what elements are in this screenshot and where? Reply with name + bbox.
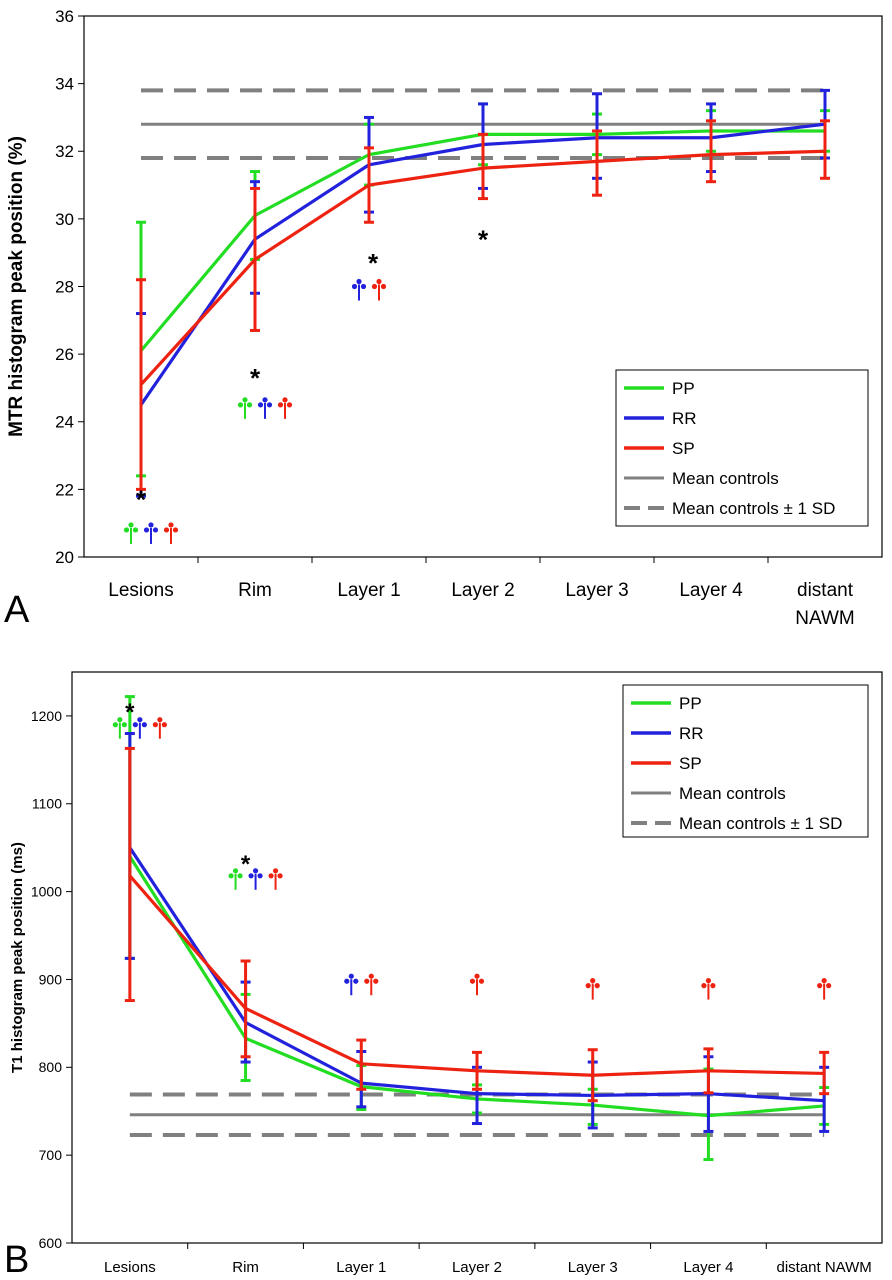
y-tick-label: 700 xyxy=(39,1147,63,1163)
significance-marker-SP xyxy=(469,973,485,996)
x-tick-label: Lesions xyxy=(104,1259,156,1276)
y-tick-label: 1000 xyxy=(31,884,62,900)
x-tick-label: distant NAWM xyxy=(795,580,854,629)
y-tick-label: 800 xyxy=(39,1059,63,1075)
significance-marker-PP xyxy=(228,868,243,890)
panel-label: B xyxy=(4,1239,29,1280)
significance-marker-RR xyxy=(257,397,273,419)
x-tick-label: Layer 4 xyxy=(679,580,743,601)
significance-marker-SP xyxy=(268,868,283,890)
y-tick-label: 22 xyxy=(55,480,74,499)
x-tick-label: Layer 1 xyxy=(337,580,400,601)
panel-label: A xyxy=(4,589,30,631)
legend-label: PP xyxy=(679,694,702,713)
significance-marker-SP xyxy=(163,522,179,544)
legend-label: Mean controls ± 1 SD xyxy=(672,499,835,518)
plot-area-B xyxy=(71,671,883,1244)
legend-label: Mean controls xyxy=(679,784,786,803)
significance-marker-SP xyxy=(152,717,167,739)
legend-box xyxy=(622,684,869,838)
y-axis-label: T1 histogram peak position (ms) xyxy=(9,842,26,1073)
significance-marker-PP xyxy=(112,717,127,739)
significance-marker-SP xyxy=(364,973,379,996)
significance-marker-SP xyxy=(701,978,716,1000)
y-tick-label: 36 xyxy=(55,7,74,26)
x-tick-label: Rim xyxy=(232,1259,259,1276)
x-tick-label: Layer 3 xyxy=(565,580,628,601)
legend-label: PP xyxy=(672,379,695,398)
y-tick-label: 20 xyxy=(55,548,74,567)
significance-marker-RR xyxy=(132,717,147,739)
significance-marker-SP xyxy=(817,978,832,1000)
significance-star: * xyxy=(250,363,261,393)
significance-marker-RR xyxy=(143,522,159,544)
y-tick-label: 24 xyxy=(55,413,74,432)
x-tick-label: Layer 2 xyxy=(451,580,514,601)
significance-marker-RR xyxy=(248,868,263,890)
y-tick-label: 30 xyxy=(55,210,74,229)
significance-marker-PP xyxy=(123,522,139,544)
x-tick-label: Lesions xyxy=(108,580,174,601)
x-tick-label: Layer 2 xyxy=(452,1259,502,1276)
y-tick-label: 600 xyxy=(39,1235,63,1251)
x-tick-label: Layer 3 xyxy=(568,1259,618,1276)
legend-label: Mean controls ± 1 SD xyxy=(679,814,842,833)
y-tick-label: 34 xyxy=(55,75,74,94)
legend-label: RR xyxy=(679,724,704,743)
significance-star: * xyxy=(478,224,489,254)
significance-star: * xyxy=(125,699,135,726)
significance-marker-RR xyxy=(351,278,367,301)
significance-marker-SP xyxy=(277,397,293,419)
legend-label: RR xyxy=(672,409,697,428)
y-tick-label: 1100 xyxy=(32,796,62,812)
x-tick-label: distant NAWM xyxy=(776,1259,871,1276)
y-tick-label: 1200 xyxy=(31,708,62,724)
y-tick-label: 32 xyxy=(55,142,74,161)
x-tick-label: Layer 1 xyxy=(336,1259,386,1276)
significance-star: * xyxy=(368,248,379,278)
significance-marker-RR xyxy=(344,973,359,996)
y-tick-label: 28 xyxy=(55,277,74,296)
legend-label: Mean controls xyxy=(672,469,779,488)
y-axis-label: MTR histogram peak position (%) xyxy=(6,136,27,437)
significance-marker-PP xyxy=(237,397,253,419)
y-tick-label: 900 xyxy=(39,971,63,987)
x-tick-label: Layer 4 xyxy=(683,1259,733,1276)
significance-marker-SP xyxy=(585,978,600,1000)
legend-label: SP xyxy=(679,754,702,773)
y-tick-label: 26 xyxy=(55,345,74,364)
significance-star: * xyxy=(241,851,251,878)
x-tick-label: Rim xyxy=(238,580,272,601)
significance-marker-SP xyxy=(371,278,387,301)
significance-star: * xyxy=(136,485,147,515)
legend-label: SP xyxy=(672,439,695,458)
